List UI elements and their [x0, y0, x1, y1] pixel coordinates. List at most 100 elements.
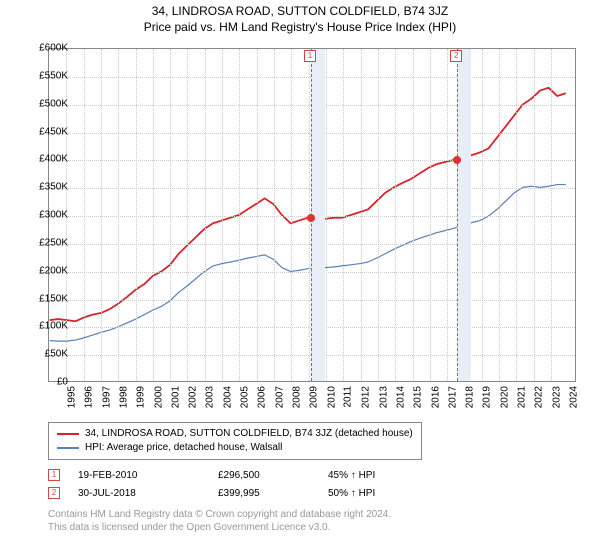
gridline-v — [187, 49, 188, 381]
sale-marker: 2 — [450, 50, 462, 62]
gridline-v — [516, 49, 517, 381]
x-axis-label: 2020 — [499, 386, 510, 408]
gridline-v — [551, 49, 552, 381]
x-axis-label: 2010 — [326, 386, 337, 408]
x-axis-label: 2024 — [568, 386, 579, 408]
x-axis-label: 2017 — [447, 386, 458, 408]
legend-label-property: 34, LINDROSA ROAD, SUTTON COLDFIELD, B74… — [85, 427, 413, 441]
x-axis-label: 2008 — [291, 386, 302, 408]
attribution-line1: Contains HM Land Registry data © Crown c… — [48, 508, 391, 521]
gridline-v — [378, 49, 379, 381]
gridline-v — [395, 49, 396, 381]
x-axis-label: 1995 — [66, 386, 77, 408]
x-axis-label: 2019 — [482, 386, 493, 408]
sales-row-pct: 45% ↑ HPI — [328, 470, 438, 481]
attribution-text: Contains HM Land Registry data © Crown c… — [48, 508, 391, 534]
y-axis-label: £250K — [39, 237, 68, 248]
x-axis-label: 2001 — [170, 386, 181, 408]
sale-marker: 1 — [304, 50, 316, 62]
x-axis-label: 1998 — [118, 386, 129, 408]
sales-row: 119-FEB-2010£296,50045% ↑ HPI — [48, 466, 438, 484]
x-axis-label: 2005 — [239, 386, 250, 408]
y-axis-label: £100K — [39, 321, 68, 332]
x-axis-label: 2023 — [551, 386, 562, 408]
chart-container: { "titles": { "line1": "34, LINDROSA ROA… — [0, 0, 600, 560]
sale-dot — [453, 156, 461, 164]
gridline-v — [343, 49, 344, 381]
attribution-line2: This data is licensed under the Open Gov… — [48, 521, 391, 534]
x-axis-label: 2015 — [412, 386, 423, 408]
gridline-v — [222, 49, 223, 381]
legend-label-hpi: HPI: Average price, detached house, Wals… — [85, 441, 282, 455]
x-axis-label: 2013 — [378, 386, 389, 408]
gridline-v — [257, 49, 258, 381]
sales-row-marker: 2 — [48, 487, 60, 499]
plot-area — [48, 48, 576, 382]
y-axis-label: £500K — [39, 98, 68, 109]
legend-item-property: 34, LINDROSA ROAD, SUTTON COLDFIELD, B74… — [57, 427, 413, 441]
sale-dash — [457, 49, 458, 381]
x-axis-label: 2011 — [342, 386, 353, 408]
x-axis-label: 2018 — [464, 386, 475, 408]
gridline-v — [118, 49, 119, 381]
gridline-v — [499, 49, 500, 381]
sale-band — [457, 49, 471, 381]
sales-row-price: £296,500 — [218, 470, 328, 481]
gridline-v — [84, 49, 85, 381]
x-axis-label: 2021 — [516, 386, 527, 408]
x-axis-label: 2012 — [361, 386, 372, 408]
y-axis-label: £600K — [39, 43, 68, 54]
y-axis-label: £200K — [39, 265, 68, 276]
chart-titles: 34, LINDROSA ROAD, SUTTON COLDFIELD, B74… — [0, 0, 600, 35]
gridline-v — [413, 49, 414, 381]
sales-row-date: 19-FEB-2010 — [78, 470, 218, 481]
y-axis-label: £400K — [39, 154, 68, 165]
x-axis-label: 2000 — [153, 386, 164, 408]
y-axis-label: £50K — [45, 349, 68, 360]
gridline-v — [136, 49, 137, 381]
gridline-v — [534, 49, 535, 381]
y-axis-label: £550K — [39, 70, 68, 81]
x-axis-label: 2006 — [257, 386, 268, 408]
legend-item-hpi: HPI: Average price, detached house, Wals… — [57, 441, 413, 455]
x-axis-label: 1996 — [84, 386, 95, 408]
series-hpi-line — [50, 185, 566, 342]
x-axis-label: 2003 — [205, 386, 216, 408]
x-axis-label: 2009 — [309, 386, 320, 408]
gridline-v — [430, 49, 431, 381]
gridline-v — [239, 49, 240, 381]
sales-row-pct: 50% ↑ HPI — [328, 488, 438, 499]
y-axis-label: £150K — [39, 293, 68, 304]
gridline-v — [361, 49, 362, 381]
x-axis-label: 2014 — [395, 386, 406, 408]
gridline-v — [291, 49, 292, 381]
gridline-v — [482, 49, 483, 381]
gridline-v — [274, 49, 275, 381]
sales-row-price: £399,995 — [218, 488, 328, 499]
title-address: 34, LINDROSA ROAD, SUTTON COLDFIELD, B74… — [0, 4, 600, 20]
gridline-v — [170, 49, 171, 381]
y-axis-label: £300K — [39, 210, 68, 221]
gridline-v — [326, 49, 327, 381]
y-axis-label: £450K — [39, 126, 68, 137]
title-subtitle: Price paid vs. HM Land Registry's House … — [0, 20, 600, 36]
gridline-v — [101, 49, 102, 381]
x-axis-label: 2022 — [534, 386, 545, 408]
x-axis-label: 2016 — [430, 386, 441, 408]
x-axis-label: 2007 — [274, 386, 285, 408]
legend-box: 34, LINDROSA ROAD, SUTTON COLDFIELD, B74… — [48, 422, 422, 460]
sales-row: 2 30-JUL-2018£399,99550% ↑ HPI — [48, 484, 438, 502]
legend-swatch-property — [57, 433, 79, 435]
legend-swatch-hpi — [57, 447, 79, 449]
gridline-v — [447, 49, 448, 381]
gridline-v — [153, 49, 154, 381]
x-axis-label: 2004 — [222, 386, 233, 408]
x-axis-label: 1997 — [101, 386, 112, 408]
x-axis-label: 2002 — [187, 386, 198, 408]
sales-row-date: 30-JUL-2018 — [78, 488, 218, 499]
sales-table: 119-FEB-2010£296,50045% ↑ HPI 2 30-JUL-201… — [48, 466, 438, 502]
x-axis-label: 1999 — [135, 386, 146, 408]
gridline-v — [205, 49, 206, 381]
sale-dot — [307, 214, 315, 222]
series-property-line — [50, 88, 566, 321]
